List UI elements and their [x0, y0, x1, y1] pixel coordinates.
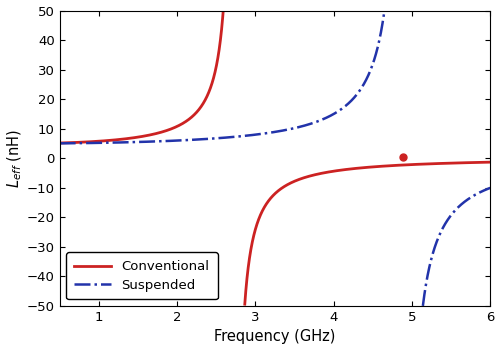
Line: Suspended: Suspended: [60, 11, 384, 144]
Conventional: [200, 102, 206, 106]
Conventional: [170, 126, 176, 130]
Y-axis label: $L_{eff}$ (nH): $L_{eff}$ (nH): [6, 129, 24, 188]
Conventional: [56, 141, 62, 145]
Legend: Conventional, Suspended: Conventional, Suspended: [66, 252, 218, 300]
Suspended: [56, 141, 62, 146]
Suspended: [119, 140, 125, 145]
Conventional: [161, 129, 167, 133]
Conventional: [88, 140, 94, 144]
Conventional: [123, 136, 129, 141]
Suspended: [263, 131, 269, 135]
Suspended: [314, 120, 320, 124]
Suspended: [340, 106, 345, 110]
Conventional: [186, 117, 192, 121]
Suspended: [280, 128, 286, 133]
Suspended: [188, 138, 194, 142]
Line: Conventional: Conventional: [60, 11, 223, 143]
X-axis label: Frequency (GHz): Frequency (GHz): [214, 329, 336, 344]
